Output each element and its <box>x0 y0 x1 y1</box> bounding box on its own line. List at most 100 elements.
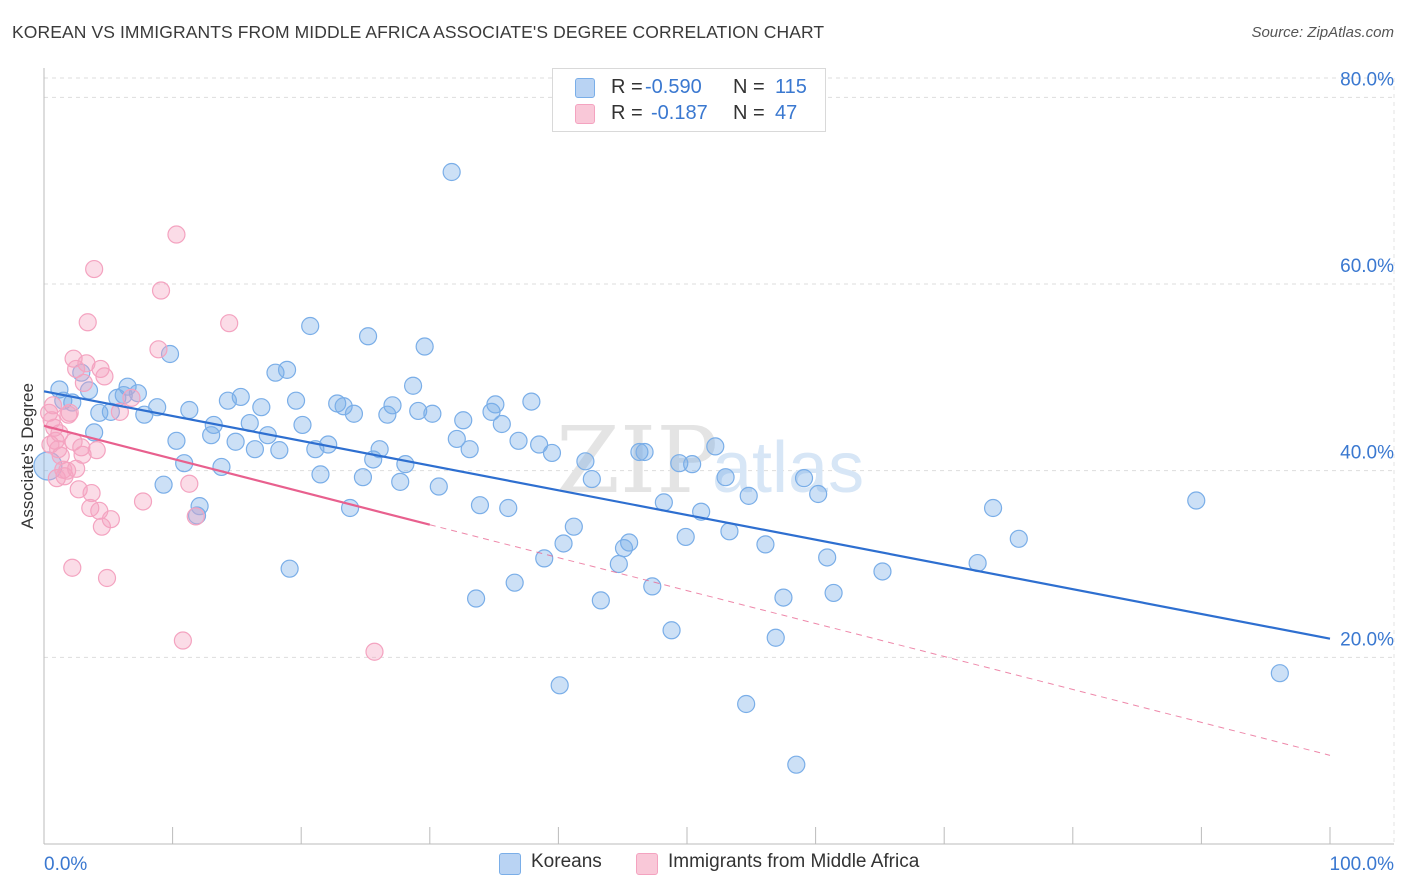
middle-africa-point <box>41 435 60 454</box>
koreans-point <box>662 621 681 640</box>
legend-r-label: R = <box>611 102 643 124</box>
koreans-point <box>447 429 466 449</box>
chart-source: Source: ZipAtlas.com <box>1251 24 1394 41</box>
koreans-point <box>391 472 410 491</box>
koreans-point <box>542 443 562 463</box>
label-layer: Associate's Degree 0.0% 100.0% 20.0% 40.0… <box>18 69 1394 875</box>
bottom-legend-label-koreans: Koreans <box>531 851 602 872</box>
koreans-trendline <box>43 390 1331 640</box>
koreans-point <box>492 414 511 434</box>
koreans-point <box>403 376 423 395</box>
koreans-point <box>353 468 373 487</box>
legend-n-value-middle-africa: 47 <box>775 102 798 124</box>
middle-africa-point <box>72 438 91 457</box>
middle-africa-point <box>82 483 101 503</box>
middle-africa-point <box>149 340 168 359</box>
koreans-point <box>429 477 448 496</box>
middle-africa-point <box>43 396 63 415</box>
koreans-point <box>635 442 654 462</box>
koreans-point <box>873 562 892 581</box>
koreans-point <box>530 435 549 454</box>
koreans-point <box>1187 491 1206 510</box>
chart-title: KOREAN VS IMMIGRANTS FROM MIDDLE AFRICA … <box>12 22 825 42</box>
middle-africa-point <box>180 474 199 493</box>
koreans-point <box>609 554 628 574</box>
koreans-point <box>591 591 610 610</box>
koreans-point <box>1009 529 1028 548</box>
koreans-point <box>378 405 397 424</box>
koreans-point <box>1270 664 1289 683</box>
koreans-point <box>370 440 389 459</box>
watermark-atlas: atlas <box>712 428 864 508</box>
koreans-point <box>442 162 461 182</box>
middle-africa-point <box>78 313 97 332</box>
middle-africa-point <box>167 225 186 244</box>
koreans-point <box>293 415 312 435</box>
middle-africa-point <box>186 507 205 526</box>
koreans-point <box>620 533 639 552</box>
koreans-point <box>670 454 689 473</box>
koreans-point <box>706 437 725 456</box>
koreans-point <box>154 475 173 494</box>
legend-r-label: R = <box>611 76 643 98</box>
middle-africa-point <box>47 469 66 488</box>
koreans-point <box>466 589 486 608</box>
middle-africa-point <box>73 445 92 464</box>
trend-layer <box>43 390 1331 756</box>
koreans-point <box>358 327 378 346</box>
middle-africa-point <box>173 631 192 650</box>
koreans-point <box>774 588 793 607</box>
x-tick-label-min: 0.0% <box>44 854 87 875</box>
koreans-point <box>334 397 353 416</box>
middle-africa-point <box>91 359 110 379</box>
koreans-point <box>535 549 554 568</box>
middle-africa-point <box>220 314 239 333</box>
koreans-point <box>344 404 364 423</box>
y-tick-label-40: 40.0% <box>1340 443 1394 464</box>
koreans-point <box>226 432 245 451</box>
koreans-point <box>756 535 775 554</box>
middle-africa-point <box>58 461 77 480</box>
koreans-point <box>522 392 541 411</box>
koreans-point <box>396 455 415 474</box>
koreans-point <box>383 396 402 415</box>
koreans-point <box>231 387 250 407</box>
legend-n-label: N = <box>733 102 765 124</box>
koreans-point <box>809 484 828 504</box>
y-tick-label-80: 80.0% <box>1340 69 1394 90</box>
koreans-point <box>818 548 837 567</box>
koreans-point <box>766 628 785 647</box>
bottom-legend-swatch-koreans <box>499 853 521 875</box>
legend-r-value-koreans: -0.590 <box>645 76 702 98</box>
koreans-point <box>505 573 524 592</box>
x-tick-label-max: 100.0% <box>1330 854 1395 875</box>
koreans-point <box>187 506 207 525</box>
koreans-point <box>550 676 569 695</box>
koreans-point <box>787 755 806 774</box>
y-tick-label-20: 20.0% <box>1340 629 1394 650</box>
koreans-point <box>301 316 320 336</box>
koreans-point <box>252 398 271 417</box>
koreans-point <box>454 411 473 430</box>
koreans-point <box>630 442 649 462</box>
koreans-point <box>716 468 735 487</box>
koreans-point <box>409 401 428 421</box>
koreans-point <box>266 363 285 382</box>
middle-africa-point <box>63 558 82 577</box>
koreans-point <box>582 469 601 489</box>
koreans-point <box>486 395 505 414</box>
koreans-point <box>564 517 583 536</box>
axis-layer <box>43 68 1394 845</box>
koreans-point <box>794 469 814 488</box>
middle-africa-trendline <box>43 424 431 526</box>
koreans-point <box>167 431 186 450</box>
koreans-point <box>470 496 490 515</box>
legend-swatch-koreans <box>575 78 595 98</box>
points-layer <box>33 162 1289 774</box>
middle-africa-point <box>67 359 86 379</box>
koreans-point <box>614 539 634 558</box>
koreans-point <box>509 431 528 450</box>
koreans-point <box>683 455 702 474</box>
koreans-point <box>415 337 434 356</box>
middle-africa-point <box>85 259 104 279</box>
